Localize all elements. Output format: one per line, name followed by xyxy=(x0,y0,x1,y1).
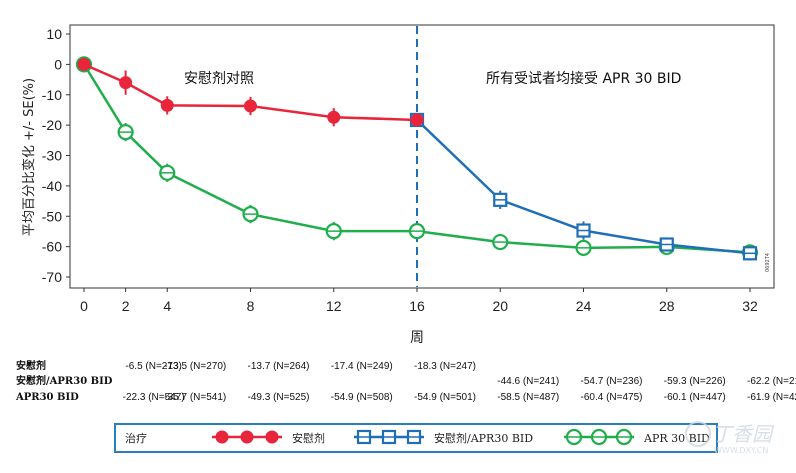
n-table-cell: -44.6 (N=241) xyxy=(497,376,559,387)
data-point-placebo xyxy=(265,430,279,444)
x-tick-label: 12 xyxy=(326,298,342,314)
legend: 治疗 安慰剂 安慰剂/APR30 BID APR 30 BID xyxy=(114,423,718,453)
x-tick-label: 16 xyxy=(409,298,425,314)
n-table-cell: -54.9 (N=508) xyxy=(331,392,393,403)
y-tick-label: -50 xyxy=(42,208,62,224)
data-point-placebo xyxy=(410,113,424,127)
y-axis: 10 0 -10 -20 -30 -40 -50 -60 -70 xyxy=(42,26,70,285)
y-axis-label: 平均百分比变化 +/- SE(%) xyxy=(21,78,37,236)
y-tick-label: 10 xyxy=(46,26,62,42)
n-table-cell: -61.9 (N=425) xyxy=(747,392,796,403)
n-table-cell: -60.4 (N=475) xyxy=(581,392,643,403)
y-tick-label: -30 xyxy=(42,148,62,164)
legend-item: 安慰剂 xyxy=(212,430,325,445)
n-table-cell: -54.9 (N=501) xyxy=(414,392,476,403)
n-table-row-label: APR30 BID xyxy=(15,392,79,403)
n-table-cell: -49.3 (N=525) xyxy=(248,392,310,403)
n-table-cell: -17.4 (N=249) xyxy=(331,361,393,372)
x-tick-label: 2 xyxy=(122,298,130,314)
watermark: 丁香园 WWW.DXY.CN xyxy=(685,421,775,455)
n-table-cell: -18.3 (N=247) xyxy=(414,361,476,372)
n-table-cell: -13.7 (N=264) xyxy=(248,361,310,372)
n-table: 安慰剂 -6.5 (N=273)-13.5 (N=270) -13.7 (N=264… xyxy=(15,359,796,403)
legend-item: 安慰剂/APR30 BID xyxy=(354,429,533,445)
data-point-placebo xyxy=(240,430,254,444)
legend-label: APR 30 BID xyxy=(643,432,710,445)
n-table-cell: -54.7 (N=236) xyxy=(581,376,643,387)
side-code: 0692T4 xyxy=(765,253,771,272)
series-layer xyxy=(75,56,759,261)
n-table-cell: -22.3 (N=547) xyxy=(123,392,185,403)
n-table-cell: -62.2 (N=216) xyxy=(747,376,796,387)
n-table-row-label: 安慰剂 xyxy=(16,359,46,372)
series-0 xyxy=(77,57,424,127)
watermark-logo-icon xyxy=(685,421,711,447)
y-tick-label: -20 xyxy=(42,117,62,133)
legend-title: 治疗 xyxy=(125,431,147,445)
y-tick-label: -10 xyxy=(42,87,62,103)
n-table-cell: -58.5 (N=487) xyxy=(497,392,559,403)
data-point-placebo xyxy=(77,57,91,71)
x-tick-label: 8 xyxy=(247,298,255,314)
n-table-row-label: 安慰剂/APR30 BID xyxy=(16,374,113,387)
n-table-cell: -6.5 (N=273) xyxy=(125,361,181,372)
x-axis-label: 周 xyxy=(410,330,424,346)
annotation-all-subjects-apr: 所有受试者均接受 APR 30 BID xyxy=(486,70,681,87)
legend-item: APR 30 BID xyxy=(564,428,710,446)
series-line xyxy=(83,63,418,122)
n-table-cell: -59.3 (N=226) xyxy=(664,376,726,387)
n-table-cell: -35.7 (N=541) xyxy=(164,392,226,403)
data-point-placebo xyxy=(160,98,174,112)
x-tick-label: 24 xyxy=(576,298,592,314)
watermark-sub: WWW.DXY.CN xyxy=(714,446,768,455)
watermark-text: 丁香园 xyxy=(712,422,775,446)
data-point-placebo xyxy=(119,76,133,90)
plot-frame xyxy=(69,24,775,289)
n-table-cell: -13.5 (N=270) xyxy=(164,361,226,372)
annotation-placebo-controlled: 安慰剂对照 xyxy=(184,70,254,87)
x-tick-label: 32 xyxy=(742,298,758,314)
y-tick-label: -70 xyxy=(42,269,62,285)
x-tick-label: 0 xyxy=(80,298,88,314)
x-axis: 0 2 4 8 12 16 20 24 28 32 xyxy=(80,288,758,314)
legend-label: 安慰剂 xyxy=(292,431,325,445)
y-tick-label: 0 xyxy=(54,56,62,72)
legend-items: 安慰剂 安慰剂/APR30 BID APR 30 BID xyxy=(212,428,710,446)
series-line xyxy=(82,63,751,254)
y-tick-label: -40 xyxy=(42,178,62,194)
data-point-placebo xyxy=(244,99,257,113)
data-point-placebo xyxy=(327,110,341,124)
x-tick-label: 20 xyxy=(492,298,508,314)
n-table-cell: -60.1 (N=447) xyxy=(664,392,726,403)
x-tick-label: 28 xyxy=(659,298,675,314)
y-tick-label: -60 xyxy=(42,239,62,255)
x-tick-label: 4 xyxy=(163,298,171,314)
legend-label: 安慰剂/APR30 BID xyxy=(434,431,533,445)
data-point-placebo xyxy=(215,430,229,444)
